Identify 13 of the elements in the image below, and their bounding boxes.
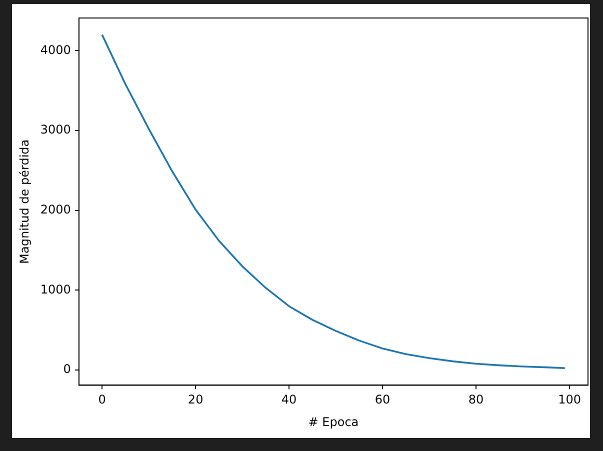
x-tick-label: 20 (188, 392, 204, 407)
x-tick-label: 40 (281, 392, 297, 407)
x-tick-label: 100 (558, 392, 581, 407)
x-tick-label: 80 (468, 392, 484, 407)
x-tick-label: 0 (98, 392, 106, 407)
y-tick-label: 0 (63, 362, 71, 376)
x-axis-title: # Epoca (308, 414, 359, 429)
y-tick-label: 3000 (40, 122, 71, 137)
y-tick-label: 4000 (40, 42, 71, 57)
y-tick-label: 2000 (40, 202, 71, 217)
y-axis-title: Magnitud de pérdida (17, 139, 32, 264)
x-tick-label: 60 (374, 392, 390, 407)
y-tick-label: 1000 (40, 282, 71, 296)
